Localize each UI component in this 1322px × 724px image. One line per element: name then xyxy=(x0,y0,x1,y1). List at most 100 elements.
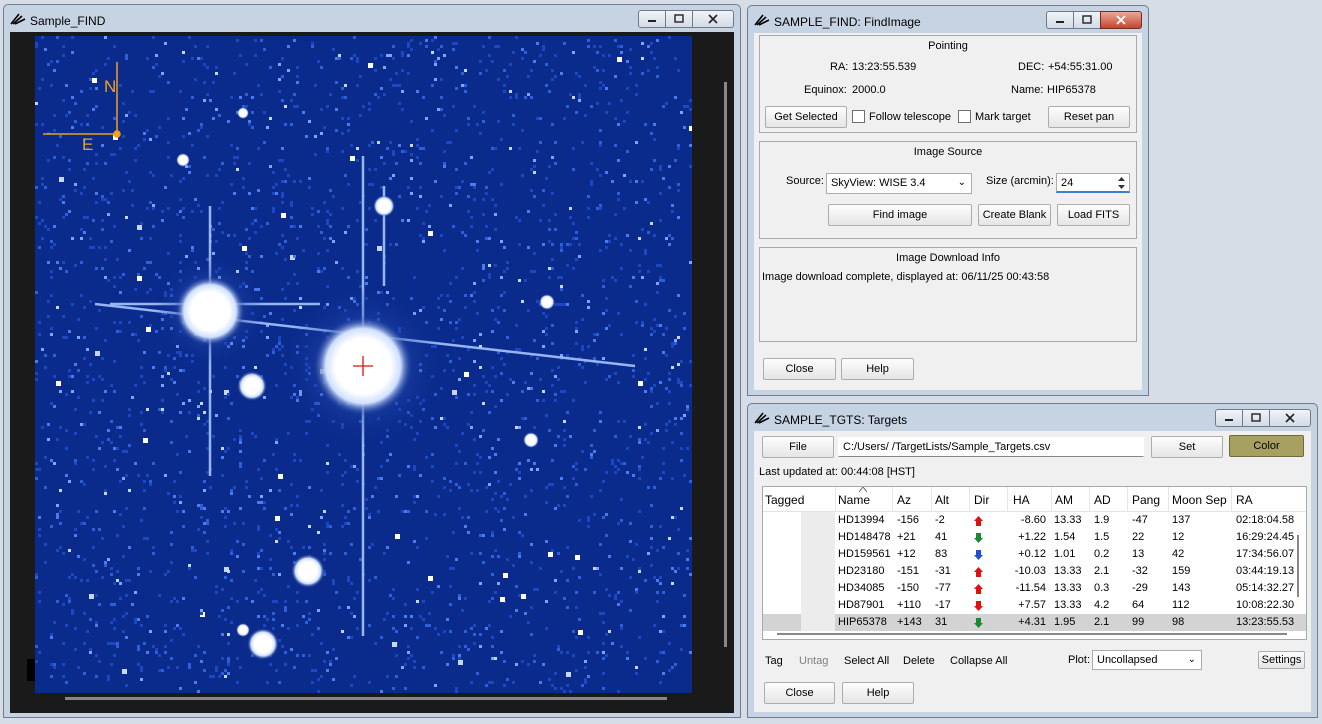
column-header-name[interactable]: Name xyxy=(838,493,871,507)
star-pixel xyxy=(368,168,371,171)
table-row[interactable]: HD23180 -151 -31 -10.03 13.33 2.1 -32 159 03:44:… xyxy=(763,563,1306,580)
size-label: Size (arcmin): xyxy=(986,175,1054,187)
sky-image[interactable]: N E xyxy=(35,36,692,693)
tagged-cell[interactable] xyxy=(801,597,835,614)
set-button[interactable]: Set xyxy=(1151,436,1223,458)
star-pixel xyxy=(479,552,482,555)
select-all-action[interactable]: Select All xyxy=(844,655,890,667)
column-header-alt[interactable]: Alt xyxy=(935,493,950,507)
horizontal-scrollbar[interactable] xyxy=(65,697,667,700)
tag-action[interactable]: Tag xyxy=(765,655,783,667)
star-pixel xyxy=(86,516,89,519)
maximize-button[interactable] xyxy=(665,10,693,28)
create-blank-button[interactable]: Create Blank xyxy=(978,204,1051,226)
star-pixel xyxy=(665,387,668,390)
settings-button[interactable]: Settings xyxy=(1258,651,1305,669)
star-pixel xyxy=(47,423,50,426)
star-pixel xyxy=(578,99,581,102)
column-header-ad[interactable]: AD xyxy=(1094,493,1111,507)
star-pixel xyxy=(329,660,332,663)
star-pixel xyxy=(443,162,446,165)
close-window-button[interactable] xyxy=(1100,11,1142,29)
tagged-cell[interactable] xyxy=(801,614,835,631)
load-fits-button[interactable]: Load FITS xyxy=(1057,204,1130,226)
table-row[interactable]: HIP65378 +143 31 +4.31 1.95 2.1 99 98 13:23:55.5… xyxy=(763,614,1306,631)
star-pixel xyxy=(134,591,137,594)
minimize-button[interactable] xyxy=(1215,409,1243,427)
star-pixel xyxy=(167,354,170,357)
file-path-input[interactable]: C:/Users/ /TargetLists/Sample_Targets.cs… xyxy=(838,437,1144,457)
mark-target-box[interactable] xyxy=(958,110,971,123)
size-input[interactable]: 24 xyxy=(1056,173,1130,193)
untag-action[interactable]: Untag xyxy=(799,655,829,667)
table-row[interactable]: HD148478 +21 41 +1.22 1.54 1.5 22 12 16:29:24.45 xyxy=(763,529,1306,546)
table-row[interactable]: HD159561 +12 83 +0.12 1.01 0.2 13 42 17:34:56.07 xyxy=(763,546,1306,563)
file-button[interactable]: File xyxy=(762,436,834,458)
star-pixel xyxy=(200,126,203,129)
tagged-cell[interactable] xyxy=(801,512,835,529)
reset-pan-button[interactable]: Reset pan xyxy=(1048,106,1130,128)
star-pixel xyxy=(476,249,479,252)
column-header-pang[interactable]: Pang xyxy=(1132,493,1161,507)
follow-telescope-checkbox[interactable]: Follow telescope xyxy=(852,110,951,123)
close-window-button[interactable] xyxy=(1269,409,1311,427)
star-pixel xyxy=(530,606,533,609)
tagged-cell[interactable] xyxy=(801,529,835,546)
maximize-button[interactable] xyxy=(1242,409,1270,427)
star-pixel xyxy=(482,45,485,48)
star-pixel xyxy=(83,672,86,675)
star-pixel xyxy=(557,435,560,438)
find-window-titlebar[interactable]: Sample_FIND xyxy=(4,5,740,33)
follow-telescope-box[interactable] xyxy=(852,110,865,123)
mark-target-checkbox[interactable]: Mark target xyxy=(958,110,1031,123)
last-updated-label: Last updated at: 00:44:08 [HST] xyxy=(759,466,915,478)
column-header-am[interactable]: AM xyxy=(1055,493,1073,507)
find-image-button[interactable]: Find image xyxy=(828,204,972,226)
star-pixel xyxy=(524,96,527,99)
star-pixel xyxy=(614,39,617,42)
help-button[interactable]: Help xyxy=(841,358,914,380)
source-select[interactable]: SkyView: WISE 3.4 ⌄ xyxy=(826,173,972,194)
table-vertical-scrollbar[interactable] xyxy=(1297,535,1299,597)
tagged-cell[interactable] xyxy=(801,546,835,563)
minimize-button[interactable] xyxy=(638,10,666,28)
tagged-cell[interactable] xyxy=(801,563,835,580)
column-header-ra[interactable]: RA xyxy=(1236,493,1253,507)
collapse-all-action[interactable]: Collapse All xyxy=(950,655,1008,667)
targets-help-button[interactable]: Help xyxy=(842,682,914,704)
star-pixel xyxy=(620,567,623,570)
color-button[interactable]: Color xyxy=(1229,435,1304,457)
column-header-moon-sep[interactable]: Moon Sep xyxy=(1172,493,1227,507)
star-pixel xyxy=(392,597,395,600)
table-row[interactable]: HD87901 +110 -17 +7.57 13.33 4.2 64 112 10:08:22… xyxy=(763,597,1306,614)
close-button[interactable]: Close xyxy=(763,358,836,380)
star-pixel xyxy=(284,507,287,510)
targets-titlebar[interactable]: SAMPLE_TGTS: Targets xyxy=(748,404,1317,432)
column-header-az[interactable]: Az xyxy=(897,493,912,507)
star-pixel xyxy=(239,465,242,468)
close-window-button[interactable] xyxy=(692,10,734,28)
column-header-dir[interactable]: Dir xyxy=(974,493,990,507)
table-row[interactable]: HD34085 -150 -77 -11.54 13.33 0.3 -29 143 05:14:… xyxy=(763,580,1306,597)
findimage-titlebar[interactable]: SAMPLE_FIND: FindImage xyxy=(748,6,1148,34)
star-pixel xyxy=(311,213,314,216)
star-pixel xyxy=(449,282,452,285)
star-pixel xyxy=(110,153,113,156)
minimize-button[interactable] xyxy=(1046,11,1074,29)
vertical-scrollbar[interactable] xyxy=(724,82,727,647)
table-row[interactable]: HD13994 -156 -2 -8.60 13.33 1.9 -47 137 02:18:04… xyxy=(763,512,1306,529)
maximize-button[interactable] xyxy=(1073,11,1101,29)
star-pixel xyxy=(455,687,458,690)
plot-select[interactable]: Uncollapsed ⌄ xyxy=(1092,650,1202,670)
column-header-ha[interactable]: HA xyxy=(1013,493,1030,507)
star-pixel xyxy=(464,372,469,377)
table-horizontal-scrollbar[interactable] xyxy=(777,633,1287,635)
get-selected-button[interactable]: Get Selected xyxy=(765,106,847,128)
targets-close-button[interactable]: Close xyxy=(764,682,835,704)
star-pixel xyxy=(203,423,206,426)
tagged-cell[interactable] xyxy=(801,580,835,597)
star-pixel xyxy=(395,495,398,498)
delete-action[interactable]: Delete xyxy=(903,655,935,667)
column-header-tagged[interactable]: Tagged xyxy=(765,493,805,507)
size-spinner[interactable] xyxy=(1114,174,1129,192)
